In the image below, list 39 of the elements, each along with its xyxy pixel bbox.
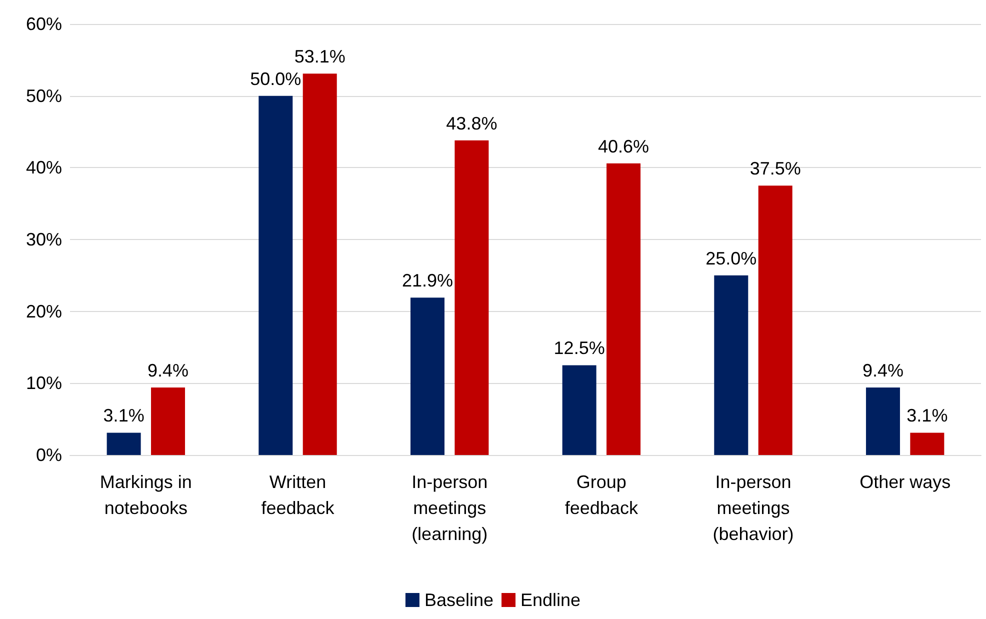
legend-label: Endline [520, 590, 581, 610]
data-label: 9.4% [148, 360, 189, 380]
x-tick-label: Other ways [860, 472, 951, 492]
y-tick-label: 50% [26, 86, 62, 106]
x-tick-label: Markings in notebooks [100, 472, 192, 518]
data-label: 12.5% [554, 338, 605, 358]
data-label: 9.4% [862, 360, 904, 380]
y-tick-label: 30% [26, 230, 62, 250]
bar [302, 74, 337, 455]
bar [151, 387, 186, 455]
data-label: 40.6% [598, 136, 650, 156]
y-tick-label: 10% [26, 373, 62, 394]
legend-label: Baseline [424, 590, 494, 610]
x-tick-label: Group feedback [564, 472, 639, 518]
data-label: 43.8% [446, 113, 498, 134]
bar [606, 163, 641, 455]
bar [866, 387, 900, 455]
data-label: 3.1% [906, 406, 948, 426]
data-label: 50.0% [250, 68, 302, 89]
bar [562, 365, 596, 455]
y-tick-label: 20% [26, 301, 62, 322]
x-tick-label: Written feedback [261, 472, 336, 518]
bar [714, 275, 748, 455]
x-tick-label: In-person meetings (learning) [412, 472, 488, 544]
bar [454, 140, 489, 455]
x-tick-label: In-person meetings (behavior) [712, 472, 794, 544]
bar [758, 186, 792, 455]
bar [258, 96, 293, 455]
data-label: 21.9% [402, 270, 454, 291]
data-label: 53.1% [294, 46, 346, 67]
data-label: 37.5% [750, 158, 801, 179]
y-tick-label: 60% [26, 14, 62, 34]
data-label: 25.0% [706, 248, 757, 268]
bar [410, 298, 444, 455]
y-tick-label: 40% [26, 158, 62, 178]
bar [106, 432, 141, 455]
data-label: 3.1% [103, 406, 144, 426]
y-tick-label: 0% [36, 445, 62, 465]
bar [910, 432, 944, 455]
